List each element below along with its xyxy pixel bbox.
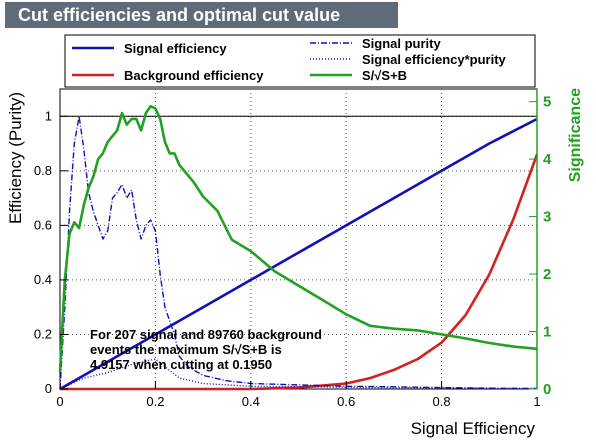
legend-label: Background efficiency	[124, 68, 264, 83]
x-tick-label: 0.4	[242, 394, 260, 409]
significance-line	[58, 104, 538, 372]
y-axis-label: Efficiency (Purity)	[6, 92, 25, 224]
signal-purity-line	[59, 115, 538, 390]
annotation-line: events the maximum S/√S+B is	[90, 342, 282, 357]
y-tick-label: 0.6	[34, 217, 52, 232]
y2-tick-label: 4	[543, 151, 552, 168]
x-tick-label: 1	[533, 394, 540, 409]
chart-title: Cut efficiencies and optimal cut value	[18, 5, 341, 25]
y2-axis-label: Significance	[567, 88, 584, 182]
annotation-line: For 207 signal and 89760 background	[90, 327, 322, 342]
annotation-line: 4.9157 when cutting at 0.1950	[90, 357, 272, 372]
y2-tick-label: 0	[543, 381, 551, 398]
x-tick-label: 0.2	[146, 394, 164, 409]
legend-label: S/√S+B	[362, 68, 407, 83]
x-tick-label: 0.6	[337, 394, 355, 409]
y2-tick-label: 2	[543, 266, 551, 283]
y2-tick-label: 5	[543, 94, 551, 111]
legend-box	[64, 34, 536, 88]
y-tick-label: 1	[45, 108, 52, 123]
y-tick-label: 0	[45, 381, 52, 396]
title-box: Cut efficiencies and optimal cut value	[5, 2, 398, 28]
x-tick-label: 0	[56, 394, 63, 409]
y-tick-label: 0.2	[34, 326, 52, 341]
signal-efficiency-line	[59, 117, 538, 391]
legend-label: Signal purity	[362, 36, 442, 51]
x-axis-label: Signal Efficiency	[411, 419, 536, 438]
y2-tick-label: 1	[543, 324, 551, 341]
y-tick-label: 0.8	[34, 163, 52, 178]
x-tick-label: 0.8	[433, 394, 451, 409]
legend-label: Signal efficiency*purity	[362, 52, 507, 67]
legend-label: Signal efficiency	[124, 41, 227, 56]
y2-tick-label: 3	[543, 209, 551, 226]
y-tick-label: 0.4	[34, 272, 52, 287]
